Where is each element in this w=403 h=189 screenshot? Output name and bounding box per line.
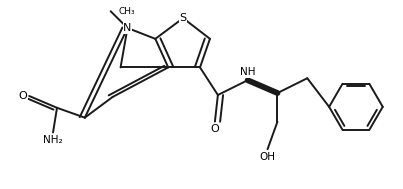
Text: OH: OH [260, 152, 276, 162]
Text: S: S [180, 13, 187, 23]
Text: N: N [123, 23, 132, 33]
Text: CH₃: CH₃ [118, 7, 135, 16]
Text: O: O [210, 124, 219, 134]
Text: NH: NH [240, 67, 256, 77]
Text: NH₂: NH₂ [43, 135, 63, 145]
Text: O: O [19, 91, 27, 101]
